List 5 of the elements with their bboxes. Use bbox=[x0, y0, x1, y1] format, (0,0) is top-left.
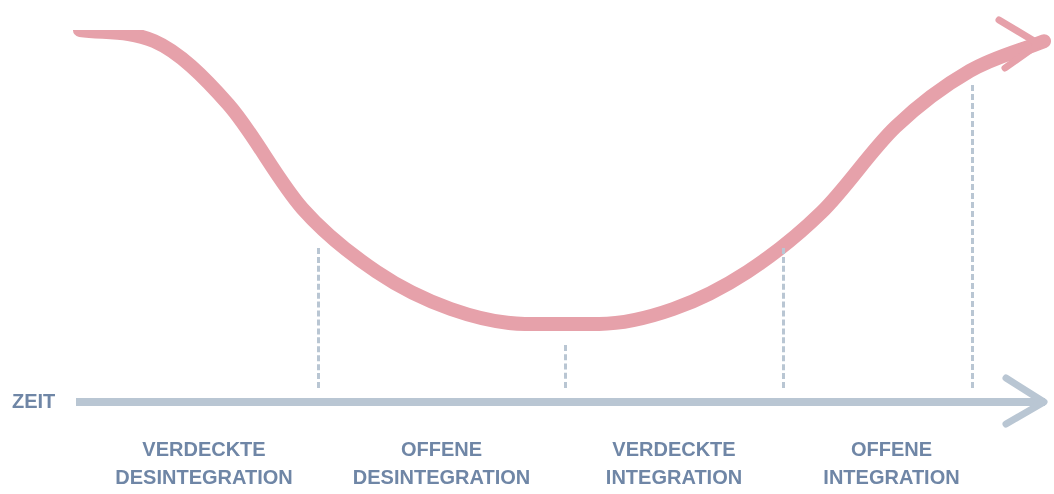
text: OFFENE INTEGRATION bbox=[823, 437, 960, 488]
x-axis-title: ZEIT bbox=[12, 389, 56, 412]
text: VERDECKTE DESINTEGRATION bbox=[115, 437, 293, 488]
text: VERDECKTE INTEGRATION bbox=[605, 437, 743, 488]
text: OFFENE DESINTEGRATION bbox=[352, 437, 531, 488]
